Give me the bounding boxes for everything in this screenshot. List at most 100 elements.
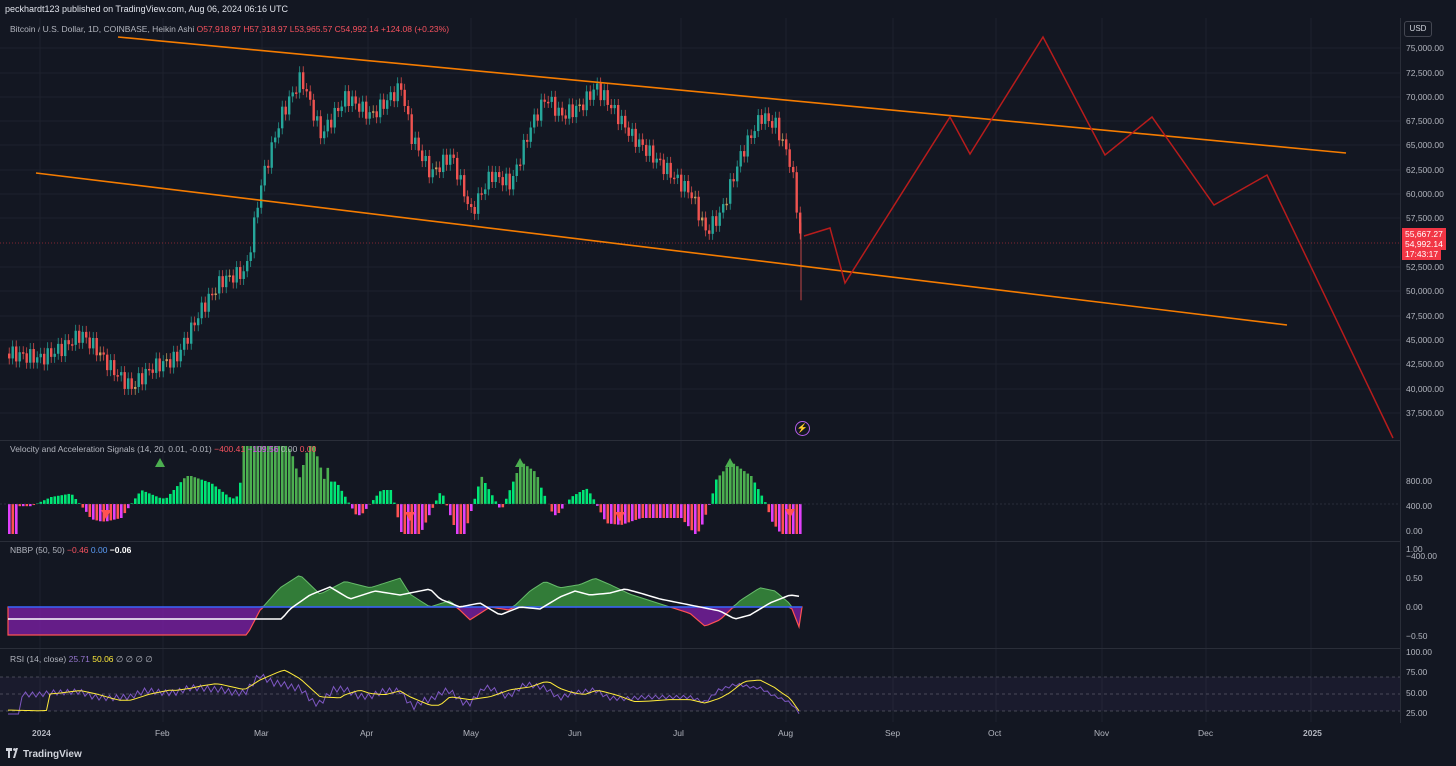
candle-body — [792, 166, 795, 173]
vas-bar — [141, 490, 144, 504]
price-tag-high: 55,667.27 — [1402, 228, 1446, 240]
candle-body — [99, 352, 102, 356]
nbbp-legend[interactable]: NBBP (50, 50) −0.46 0.00 −0.06 — [10, 545, 131, 555]
rsi-legend[interactable]: RSI (14, close) 25.71 50.06 ∅ ∅ ∅ ∅ — [10, 654, 153, 665]
candle-body — [214, 293, 217, 295]
price-axis[interactable] — [1400, 18, 1456, 723]
vas-bar — [438, 493, 442, 504]
vas-bar — [526, 466, 529, 504]
vas-bar — [536, 477, 540, 504]
vas-bar — [788, 504, 792, 534]
candle-body — [288, 96, 291, 115]
vas-bar — [386, 490, 389, 504]
vas-bar — [568, 499, 571, 504]
candle-body — [81, 331, 84, 343]
vas-bar — [323, 478, 326, 504]
candle-body — [708, 230, 711, 234]
candle-body — [309, 91, 312, 100]
vas-bar — [687, 504, 690, 527]
vas-bar — [242, 446, 246, 504]
candle-body — [123, 372, 126, 389]
candle-body — [498, 172, 501, 178]
vas-title: Velocity and Acceleration Signals (14, 2… — [10, 444, 212, 454]
rsi-axis-label: 100.00 — [1406, 647, 1432, 657]
candle-body — [680, 174, 683, 192]
candle-body — [347, 91, 350, 107]
vas-bar — [305, 452, 309, 504]
candle-body — [470, 204, 473, 207]
vas-bar — [575, 494, 578, 504]
vas-bar — [67, 493, 71, 504]
vas-bar — [463, 504, 466, 534]
candle-body — [92, 338, 95, 349]
pane-separator[interactable] — [0, 440, 1400, 441]
vas-bar — [337, 484, 340, 504]
candle-body — [550, 96, 553, 102]
candle-body — [694, 196, 697, 199]
candle-body — [225, 275, 228, 288]
candle-body — [725, 203, 728, 206]
time-axis-label: Feb — [155, 728, 170, 738]
candle-body — [687, 180, 690, 193]
candle-body — [449, 154, 452, 165]
candle-body — [428, 155, 431, 178]
vas-bar — [60, 495, 64, 504]
candle-body — [18, 352, 21, 362]
vas-bar — [393, 502, 396, 504]
candle-body — [638, 139, 641, 147]
candle-body — [606, 90, 609, 105]
vas-value-1: −400.41 — [214, 444, 246, 454]
candle-body — [298, 72, 301, 93]
vas-bar — [582, 490, 585, 504]
candle-body — [253, 217, 256, 253]
pane-separator[interactable] — [0, 648, 1400, 649]
tradingview-brand[interactable]: TradingView — [6, 748, 82, 760]
candle-body — [242, 271, 245, 279]
candle-body — [141, 373, 144, 385]
candle-body — [554, 96, 557, 116]
vas-bar — [400, 504, 403, 532]
time-axis-label: Oct — [988, 728, 1002, 738]
lightning-icon[interactable]: ⚡ — [795, 421, 810, 436]
candle-body — [519, 164, 522, 167]
vas-bar — [333, 481, 337, 504]
vas-bar — [71, 494, 74, 504]
pane-separator[interactable] — [0, 541, 1400, 542]
vas-bar — [421, 504, 424, 530]
time-axis-label: Apr — [360, 728, 374, 738]
candle-body — [190, 322, 193, 344]
candle-body — [764, 113, 767, 124]
candle-body — [743, 151, 746, 157]
candle-body — [256, 207, 259, 218]
candle-body — [421, 150, 424, 162]
candle-body — [508, 173, 511, 190]
vas-bar — [480, 476, 484, 504]
vas-bar — [204, 480, 207, 504]
candle-body — [312, 99, 315, 121]
vas-bar — [263, 446, 267, 504]
candle-body — [561, 107, 564, 116]
candle-body — [690, 192, 693, 199]
vas-bar — [130, 503, 134, 504]
vas-bar — [134, 498, 137, 504]
candle-body — [211, 293, 214, 296]
candle-body — [71, 344, 74, 346]
candle-body — [200, 302, 203, 319]
rsi-value-2: 50.06 — [92, 654, 114, 664]
candle-body — [302, 72, 305, 90]
candle-body — [501, 177, 504, 186]
chart-canvas[interactable] — [0, 0, 1400, 722]
candle-body — [652, 145, 655, 163]
rsi-axis-label: 50.00 — [1406, 688, 1428, 698]
candle-body — [169, 359, 172, 368]
nbbp-positive-area — [8, 575, 802, 608]
candle-body — [39, 353, 42, 358]
candle-body — [533, 114, 536, 128]
candle-body — [662, 159, 665, 175]
candle-body — [676, 174, 679, 179]
currency-button[interactable]: USD — [1404, 21, 1432, 37]
symbol-legend[interactable]: Bitcoin / U.S. Dollar, 1D, COINBASE, Hei… — [10, 24, 449, 34]
vas-bar — [690, 504, 694, 531]
vas-bar — [449, 504, 452, 516]
vas-legend[interactable]: Velocity and Acceleration Signals (14, 2… — [10, 444, 316, 454]
